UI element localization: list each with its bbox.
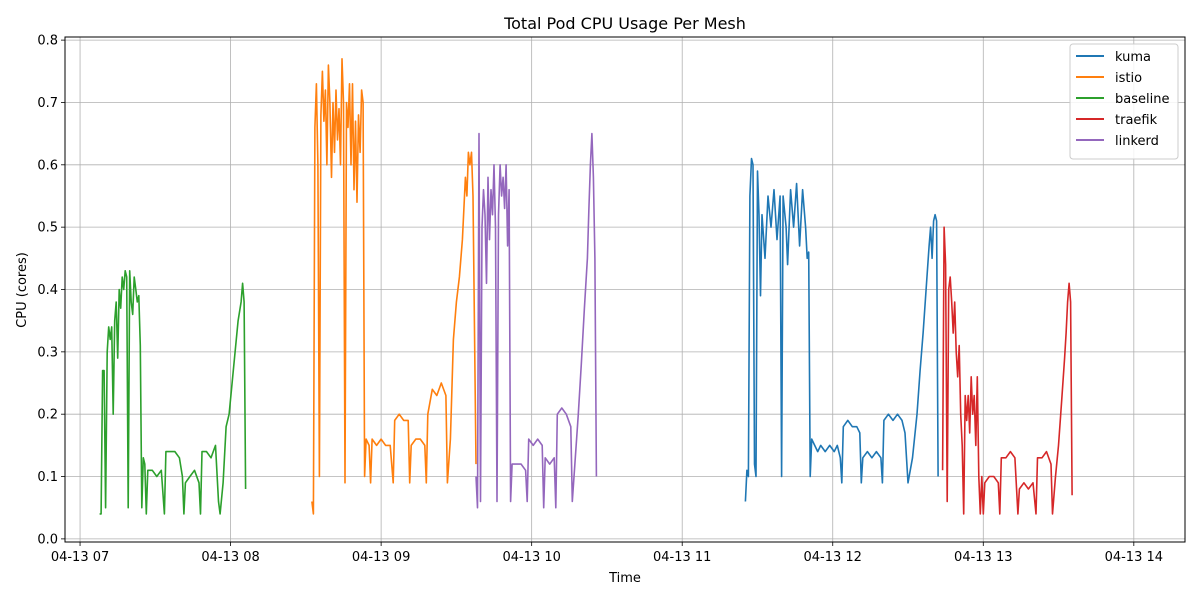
y-tick-label: 0.2 bbox=[37, 408, 58, 423]
x-tick-label: 04-13 12 bbox=[804, 550, 862, 565]
x-tick-label: 04-13 11 bbox=[653, 550, 711, 565]
y-axis: 0.0 0.1 0.2 0.3 0.4 0.5 0.6 0.7 0.8 bbox=[37, 34, 65, 547]
y-tick-label: 0.0 bbox=[37, 532, 58, 547]
series-line-kuma bbox=[744, 157, 939, 502]
x-tick-label: 04-13 13 bbox=[954, 550, 1012, 565]
x-tick-label: 04-13 09 bbox=[352, 550, 410, 565]
legend-label-istio: istio bbox=[1115, 71, 1142, 86]
series-line-istio bbox=[311, 58, 477, 515]
x-axis: 04-13 07 04-13 08 04-13 09 04-13 10 04-13 11… bbox=[51, 542, 1163, 565]
x-axis-title: Time bbox=[608, 571, 641, 586]
legend-box bbox=[1069, 43, 1179, 160]
y-tick-label: 0.7 bbox=[37, 96, 58, 111]
legend-label-kuma: kuma bbox=[1115, 50, 1151, 65]
grid bbox=[65, 37, 1185, 542]
series-lines bbox=[99, 58, 1073, 515]
series-line-traefik bbox=[941, 226, 1073, 515]
y-tick-label: 0.8 bbox=[37, 34, 58, 49]
y-tick-label: 0.5 bbox=[37, 221, 58, 236]
x-tick-label: 04-13 07 bbox=[51, 550, 109, 565]
legend: kuma istio baseline traefik linkerd bbox=[1069, 43, 1179, 160]
legend-label-linkerd: linkerd bbox=[1115, 134, 1159, 149]
x-tick-label: 04-13 10 bbox=[502, 550, 560, 565]
x-tick-label: 04-13 14 bbox=[1105, 550, 1163, 565]
y-tick-label: 0.1 bbox=[37, 470, 58, 485]
y-axis-title: CPU (cores) bbox=[15, 252, 30, 328]
series-line-linkerd bbox=[475, 132, 598, 509]
y-tick-label: 0.6 bbox=[37, 158, 58, 173]
y-tick-label: 0.3 bbox=[37, 345, 58, 360]
series-line-baseline bbox=[99, 270, 247, 515]
chart-title: Total Pod CPU Usage Per Mesh bbox=[503, 14, 746, 33]
y-tick-label: 0.4 bbox=[37, 283, 58, 298]
x-tick-label: 04-13 08 bbox=[201, 550, 259, 565]
legend-label-traefik: traefik bbox=[1115, 113, 1158, 128]
legend-label-baseline: baseline bbox=[1115, 92, 1169, 107]
